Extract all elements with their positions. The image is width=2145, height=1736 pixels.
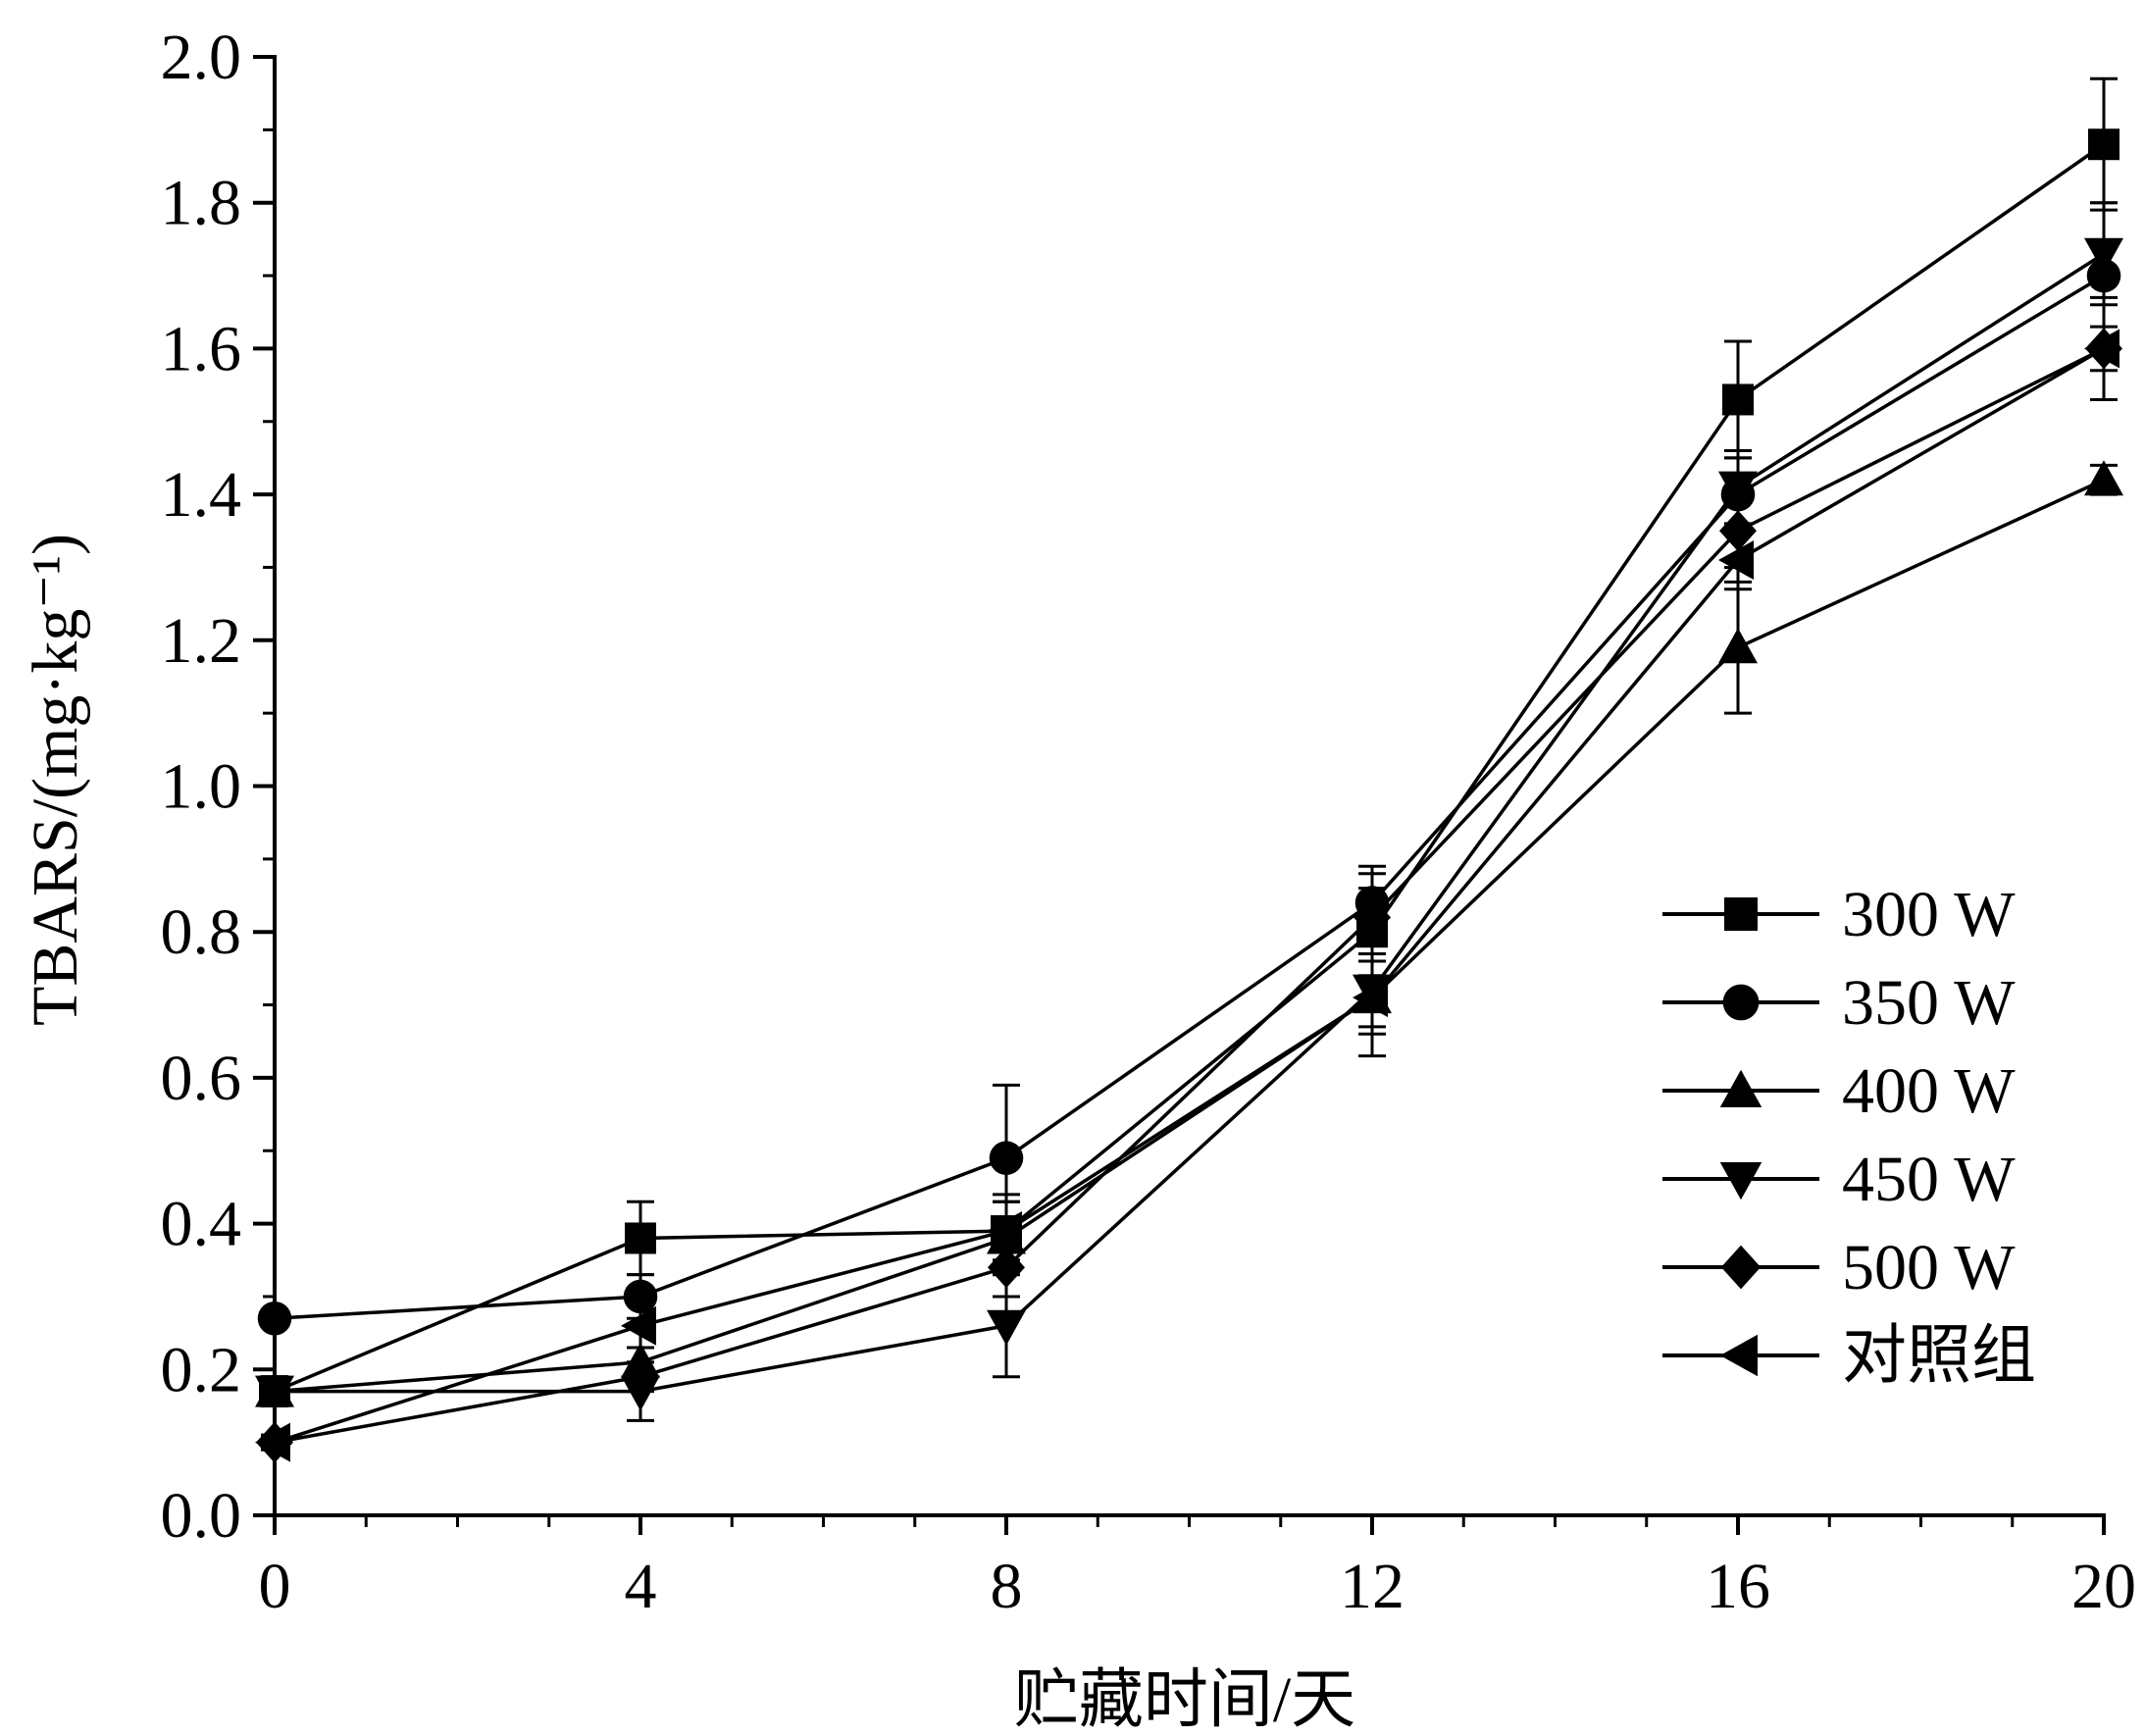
y-tick-label: 0.2 [161, 1334, 242, 1405]
y-tick-label: 2.0 [161, 22, 242, 93]
legend-marker [1724, 897, 1758, 931]
legend-entry: 对照组 [1662, 1320, 2036, 1392]
x-axis-title: 贮藏时间/天 [1014, 1664, 1355, 1736]
legend-entry: 350 W [1662, 967, 2016, 1039]
error-bars [261, 77, 2118, 1452]
tick-labels: 0.0 0.2 0.4 0.6 0.8 1.0 1.2 1.4 1.6 1.8 2.0 0 4 8 12 16… [161, 22, 2137, 1622]
series-line [274, 478, 2105, 1394]
y-tick-label: 1.8 [161, 168, 242, 239]
axes [253, 55, 2106, 1535]
data-point [2088, 128, 2119, 161]
data-point [2086, 258, 2121, 293]
y-tick-label: 0.4 [161, 1189, 242, 1260]
x-tick-label: 8 [991, 1551, 1023, 1622]
series-markers [255, 128, 2123, 1463]
legend-label: 450 W [1842, 1144, 2016, 1215]
legend-marker [1719, 1069, 1762, 1107]
data-point [987, 1211, 1022, 1251]
y-tick-label: 1.6 [161, 313, 242, 384]
data-point [1718, 540, 1754, 581]
series-line [274, 346, 2105, 1445]
legend: 300 W 350 W 400 W 450 W 500 W 对照组 [1662, 879, 2036, 1392]
legend-entry: 450 W [1662, 1144, 2016, 1215]
x-tick-label: 0 [259, 1551, 291, 1622]
data-point [1718, 471, 1758, 507]
series-line [275, 252, 2105, 1394]
legend-label: 350 W [1842, 967, 2016, 1039]
data-point [987, 1309, 1026, 1346]
data-point [989, 1141, 1024, 1175]
legend-marker [1722, 984, 1760, 1021]
data-point [2084, 329, 2119, 369]
data-point [2084, 237, 2123, 274]
x-tick-label: 12 [1340, 1551, 1404, 1622]
legend-entry: 400 W [1662, 1055, 2016, 1127]
legend-marker [1719, 1162, 1762, 1200]
legend-entry: 300 W [1662, 879, 2016, 950]
legend-label: 对照组 [1842, 1320, 2036, 1392]
data-point [1719, 510, 1757, 552]
data-point [1353, 896, 1391, 939]
legend-entry: 500 W [1662, 1232, 2016, 1303]
data-point [621, 1305, 656, 1346]
data-point [1353, 978, 1388, 1018]
data-point [2084, 460, 2123, 496]
data-point [622, 1355, 659, 1398]
series-lines [274, 142, 2106, 1445]
data-point [988, 1247, 1025, 1289]
x-tick-label: 16 [1706, 1551, 1770, 1622]
series-line [274, 142, 2106, 1394]
legend-marker [1719, 1334, 1758, 1377]
y-tick-label: 0.0 [161, 1480, 242, 1552]
y-tick-label: 1.0 [161, 751, 242, 823]
y-axis-title: TBARS/(mg·kg⁻¹) [20, 534, 91, 1026]
x-tick-label: 20 [2071, 1551, 2136, 1622]
data-point [1722, 383, 1754, 416]
y-tick-label: 1.2 [161, 605, 242, 677]
data-point [625, 1222, 656, 1254]
legend-label: 400 W [1842, 1055, 2016, 1127]
data-point [623, 1279, 658, 1314]
data-point [1718, 628, 1758, 664]
y-tick-label: 0.8 [161, 896, 242, 968]
x-tick-label: 4 [625, 1551, 657, 1622]
series-line [274, 346, 2105, 1445]
y-tick-label: 0.6 [161, 1043, 242, 1114]
y-tick-label: 1.4 [161, 459, 242, 531]
series-line [274, 274, 2105, 1321]
legend-label: 500 W [1842, 1232, 2016, 1303]
legend-label: 300 W [1842, 879, 2016, 950]
legend-marker [1720, 1245, 1762, 1290]
